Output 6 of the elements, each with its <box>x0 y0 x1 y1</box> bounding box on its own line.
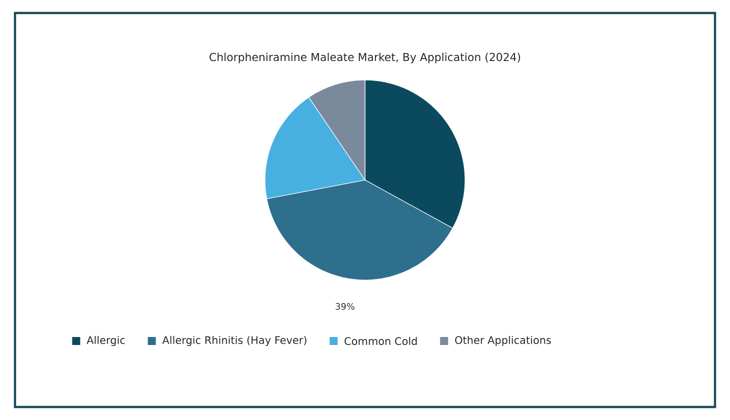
legend-label: Allergic Rhinitis (Hay Fever) <box>162 336 306 346</box>
legend-label: Allergic <box>86 336 125 346</box>
legend-label: Other Applications <box>455 336 551 346</box>
data-label: 39% <box>336 303 354 310</box>
chart-title: Chlorpheniramine Maleate Market, By Application (2024) <box>210 52 520 64</box>
legend-label: Common Cold <box>344 336 417 346</box>
